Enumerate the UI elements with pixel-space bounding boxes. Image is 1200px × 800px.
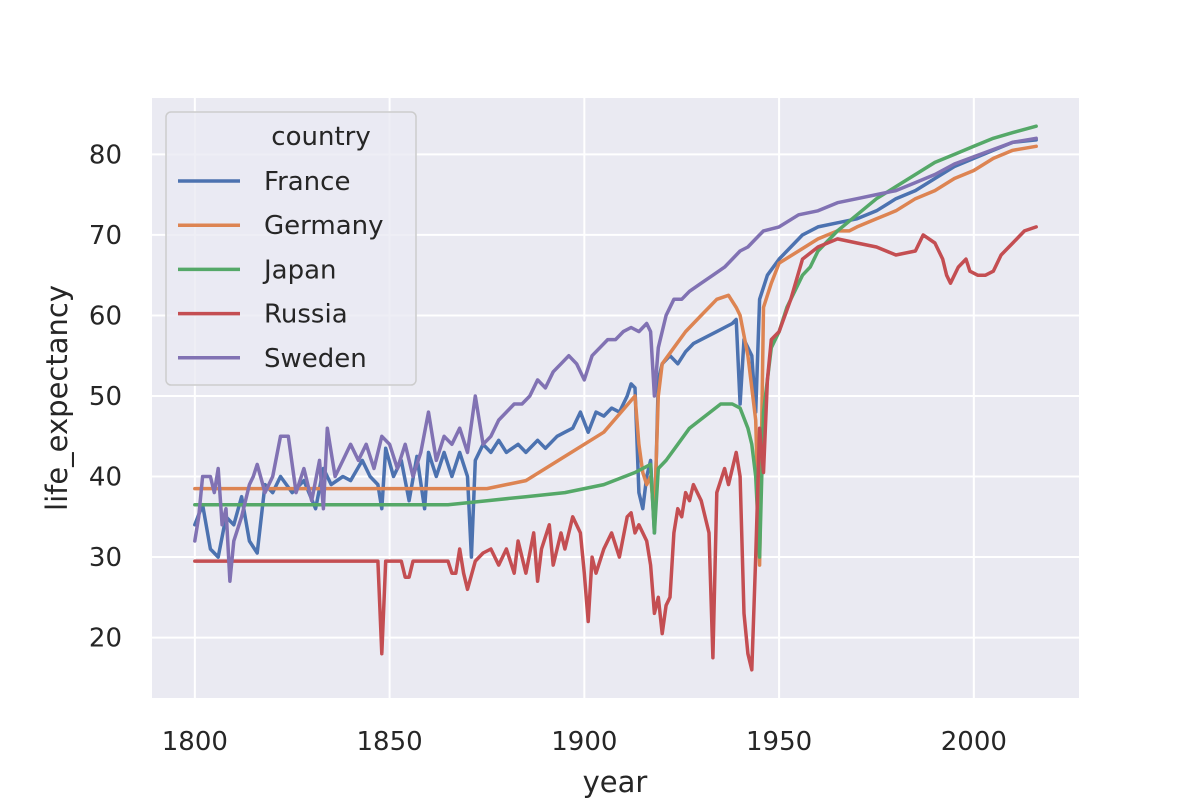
- x-tick-label: 2000: [941, 727, 1007, 757]
- x-axis-title: year: [583, 765, 648, 799]
- legend-label-japan: Japan: [262, 255, 337, 285]
- x-tick-label: 1850: [357, 727, 423, 757]
- series-lines: [193, 124, 1038, 672]
- legend-label-france: France: [264, 167, 350, 197]
- legend-label-germany: Germany: [264, 211, 384, 241]
- y-tick-label: 40: [89, 463, 122, 493]
- axis-ticks: 1800 1850 1900 1950 2000 20 30 40 50 60 70 80: [89, 140, 1007, 757]
- series-line-germany: [193, 144, 1038, 567]
- legend-label-sweden: Sweden: [264, 344, 367, 374]
- legend-title: country: [271, 122, 370, 152]
- y-tick-label: 30: [89, 543, 122, 573]
- legend-label-russia: Russia: [264, 300, 348, 330]
- y-tick-label: 80: [89, 140, 122, 170]
- series-line-france: [193, 138, 1038, 559]
- series-line-russia: [193, 225, 1038, 672]
- x-tick-label: 1800: [162, 727, 228, 757]
- y-axis-title: life_expectancy: [40, 285, 74, 511]
- x-tick-label: 1900: [551, 727, 617, 757]
- legend-entries: France Germany Japan Russia Sweden: [178, 167, 384, 374]
- legend: country France Germany Japan Russia Sweden: [165, 111, 417, 386]
- y-tick-label: 20: [89, 624, 122, 654]
- series-line-japan: [193, 124, 1038, 559]
- y-tick-label: 50: [89, 382, 122, 412]
- x-tick-label: 1950: [746, 727, 812, 757]
- y-tick-label: 70: [89, 221, 122, 251]
- series-line-sweden: [193, 136, 1038, 583]
- y-tick-label: 60: [89, 301, 122, 331]
